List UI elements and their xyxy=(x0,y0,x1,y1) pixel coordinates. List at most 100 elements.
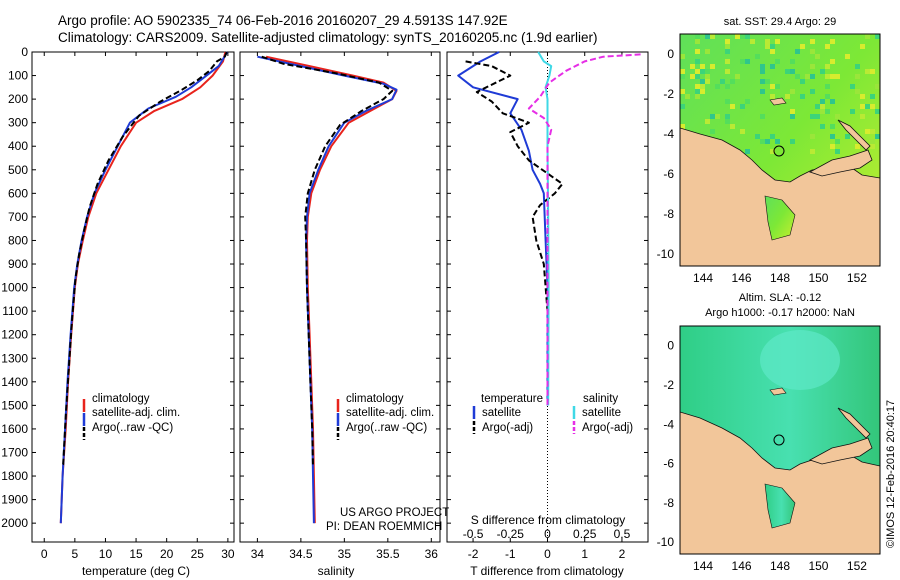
x-tick-label: 30 xyxy=(221,547,235,561)
sst-pixel xyxy=(850,109,855,114)
sst-pixel xyxy=(725,99,730,104)
sst-pixel xyxy=(695,59,700,64)
s-tick-label: -0.5 xyxy=(463,527,484,541)
x-tick-label: 20 xyxy=(160,547,174,561)
s-tick-label: -0.25 xyxy=(497,527,525,541)
sst-pixel xyxy=(860,94,865,99)
sst-pixel xyxy=(700,64,705,69)
sst-pixel xyxy=(810,39,815,44)
sst-pixel xyxy=(810,114,815,119)
sst-pixel xyxy=(775,84,780,89)
x-tick-label: 34 xyxy=(251,547,265,561)
x-tick-label: 0 xyxy=(544,547,551,561)
lat-tick-label: -4 xyxy=(663,417,674,431)
manus-island xyxy=(769,97,787,106)
sst-pixel xyxy=(695,49,700,54)
new-ireland xyxy=(837,119,871,151)
x-tick-label: 5 xyxy=(72,547,79,561)
sst-pixel xyxy=(830,99,835,104)
depth-tick-label: 1300 xyxy=(1,351,28,365)
sst-pixel xyxy=(770,134,775,139)
sst-pixel xyxy=(695,89,700,94)
sst-pixel xyxy=(750,39,755,44)
sst-pixel xyxy=(740,59,745,64)
sla-map: Altim. SLA: -0.12 Argo h1000: -0.17 h200… xyxy=(679,292,881,555)
sst-pixel xyxy=(710,114,715,119)
sst-pixel xyxy=(870,139,875,144)
sst-pixel xyxy=(865,129,870,134)
x-tick-label: 36 xyxy=(425,547,439,561)
sst-pixel xyxy=(775,59,780,64)
sst-pixel xyxy=(725,84,730,89)
series-line-climatology xyxy=(59,51,227,524)
sst-pixel xyxy=(680,104,685,109)
sst-pixel xyxy=(820,99,825,104)
lat-tick-label: -2 xyxy=(663,87,674,101)
sst-pixel xyxy=(870,94,875,99)
sst-pixel xyxy=(830,39,835,44)
sst-pixel xyxy=(835,74,840,79)
sst-pixel xyxy=(830,59,835,64)
sst-pixel xyxy=(715,114,720,119)
sst-pixel xyxy=(735,34,740,39)
sst-pixel xyxy=(775,139,780,144)
sst-pixel xyxy=(760,114,765,119)
sst-pixel xyxy=(685,94,690,99)
sla-map-title: Altim. SLA: -0.12 xyxy=(739,292,822,304)
gulf-of-papua xyxy=(764,195,796,241)
sst-pixel xyxy=(760,64,765,69)
sst-pixel xyxy=(825,109,830,114)
sst-pixel xyxy=(700,79,705,84)
x-tick-label: 10 xyxy=(99,547,113,561)
sst-pixel xyxy=(850,84,855,89)
sst-pixel xyxy=(820,124,825,129)
lon-tick-label: 146 xyxy=(732,271,752,285)
sst-pixel xyxy=(790,59,795,64)
sst-pixel xyxy=(845,54,850,59)
sst-pixel xyxy=(825,74,830,79)
depth-tick-label: 800 xyxy=(8,233,28,247)
gulf-of-papua xyxy=(764,483,796,529)
sst-pixel xyxy=(770,84,775,89)
sst-pixel xyxy=(680,69,685,74)
legend-climatology: climatology xyxy=(346,393,404,405)
sst-pixel xyxy=(735,74,740,79)
series-line-satellite-adj-clim- xyxy=(59,51,229,524)
sst-pixel xyxy=(785,94,790,99)
sst-pixel xyxy=(745,34,750,39)
sst-pixel xyxy=(725,69,730,74)
imos-timestamp: ©IMOS 12-Feb-2016 20:40:17 xyxy=(885,400,897,548)
sst-pixel xyxy=(810,64,815,69)
sst-pixel xyxy=(705,119,710,124)
series-line-argo-raw-qc- xyxy=(261,55,394,467)
sst-pixel xyxy=(765,39,770,44)
legend-s-satellite: satellite xyxy=(582,407,621,419)
sst-pixel xyxy=(820,109,825,114)
sst-pixel xyxy=(860,44,865,49)
sst-pixel xyxy=(800,79,805,84)
new-ireland xyxy=(837,407,871,439)
sst-pixel xyxy=(700,84,705,89)
sst-pixel xyxy=(790,139,795,144)
x-tick-label: 35 xyxy=(338,547,352,561)
sst-pixel xyxy=(680,54,685,59)
x-tick-label: 35.5 xyxy=(376,547,400,561)
sst-pixel xyxy=(745,149,750,154)
sst-pixel xyxy=(855,64,860,69)
sst-pixel xyxy=(695,74,700,79)
sst-pixel xyxy=(725,119,730,124)
sst-pixel xyxy=(855,89,860,94)
lat-tick-label: -4 xyxy=(663,127,674,141)
sst-pixel xyxy=(740,129,745,134)
legend-s-argo: Argo(-adj) xyxy=(582,422,633,434)
depth-tick-label: 400 xyxy=(8,139,28,153)
lon-tick-label: 152 xyxy=(847,271,867,285)
sst-pixel xyxy=(790,114,795,119)
legend-temperature-title: temperature xyxy=(481,393,543,405)
sst-pixel xyxy=(820,69,825,74)
sst-pixel xyxy=(760,139,765,144)
sst-pixel xyxy=(770,149,775,154)
sst-pixel xyxy=(785,69,790,74)
